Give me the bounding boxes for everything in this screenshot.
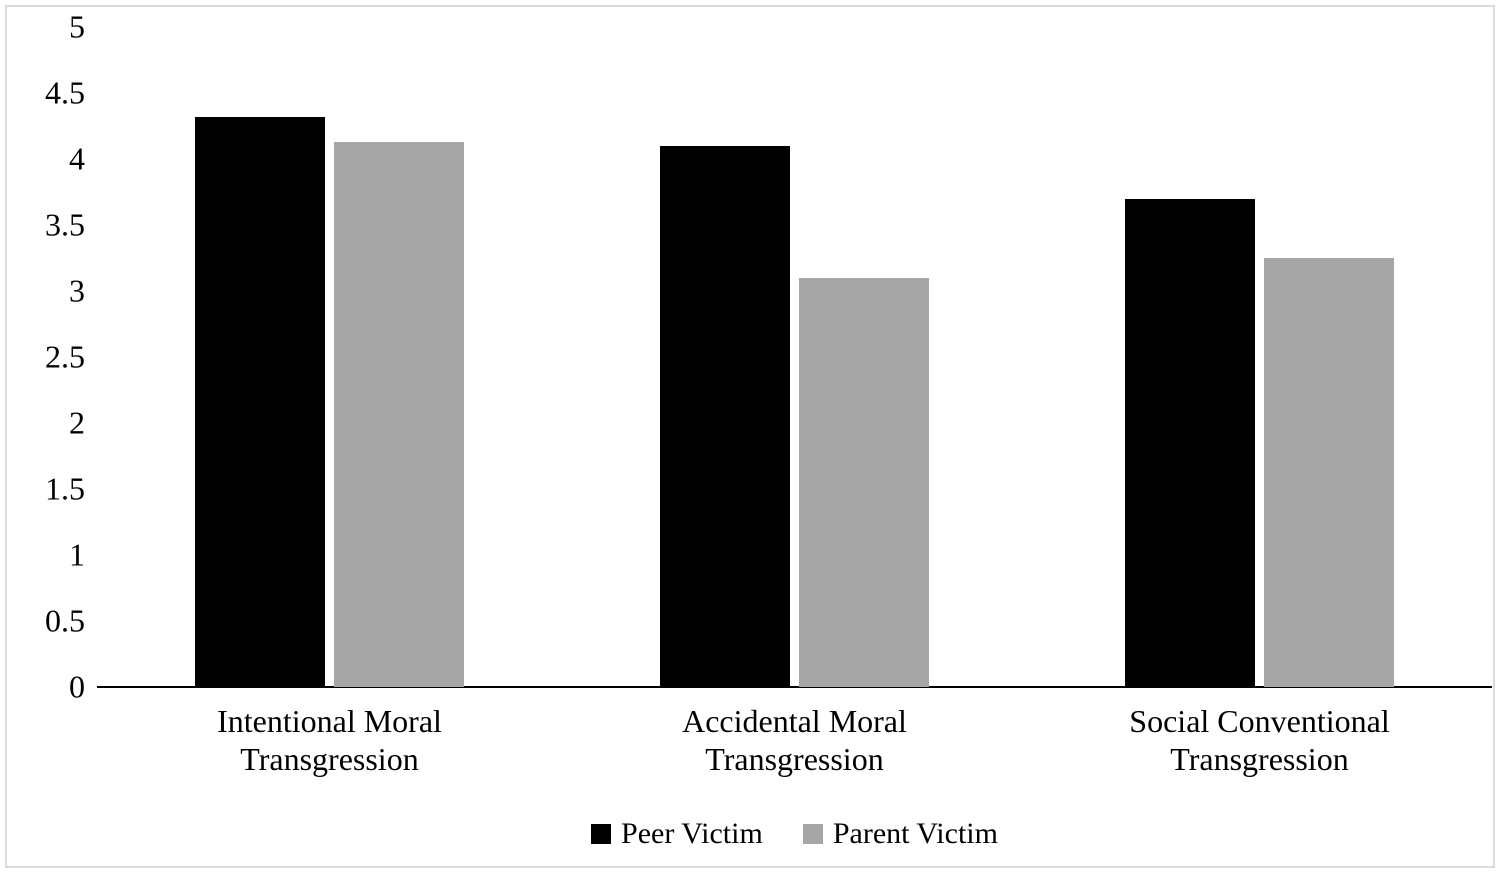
y-tick-label: 5 [69, 9, 85, 46]
y-tick-label: 3 [69, 273, 85, 310]
bar [799, 278, 929, 687]
legend-item: Peer Victim [591, 817, 763, 851]
legend-label: Parent Victim [833, 817, 998, 851]
bar [1264, 258, 1394, 687]
legend-swatch [803, 824, 823, 844]
y-tick-label: 2.5 [45, 339, 85, 376]
bar [195, 117, 325, 687]
chart-frame: 0 0.5 1 1.5 2 2.5 3 3.5 4 4.5 5 Intentional Moral T… [5, 5, 1495, 868]
y-tick-label: 3.5 [45, 207, 85, 244]
y-tick-label: 1 [69, 537, 85, 574]
bar [334, 142, 464, 687]
y-tick-label: 4.5 [45, 75, 85, 112]
legend-item: Parent Victim [803, 817, 998, 851]
gridline [97, 93, 1492, 94]
x-tick-label: Social Conventional Transgression [1027, 702, 1492, 779]
y-tick-label: 2 [69, 405, 85, 442]
legend-swatch [591, 824, 611, 844]
gridline [97, 27, 1492, 28]
y-tick-label: 1.5 [45, 471, 85, 508]
legend: Peer Victim Parent Victim [97, 817, 1492, 851]
x-tick-label: Accidental Moral Transgression [562, 702, 1027, 779]
x-tick-label: Intentional Moral Transgression [97, 702, 562, 779]
y-tick-label: 4 [69, 141, 85, 178]
y-tick-label: 0 [69, 669, 85, 706]
bar [1125, 199, 1255, 687]
plot-area [97, 27, 1492, 687]
y-tick-label: 0.5 [45, 603, 85, 640]
legend-label: Peer Victim [621, 817, 763, 851]
bar [660, 146, 790, 687]
